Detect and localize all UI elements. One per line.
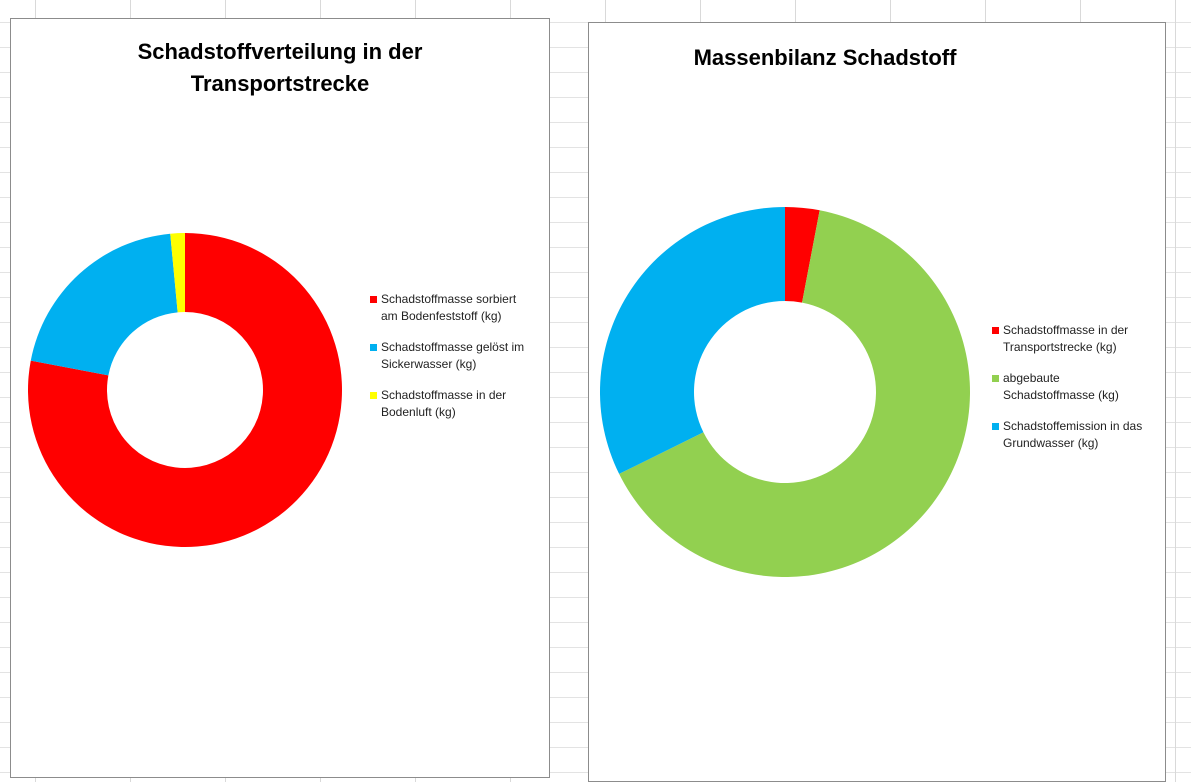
legend-item: Schadstoffmasse in der Transportstrecke … [992, 322, 1162, 356]
chart-title: Massenbilanz Schadstoff [693, 45, 957, 70]
legend-label: Schadstoffmasse in der Bodenluft (kg) [381, 388, 507, 419]
legend: Schadstoffmasse in der Transportstrecke … [992, 322, 1162, 452]
legend-swatch [370, 392, 377, 399]
legend: Schadstoffmasse sorbiert am Bodenfeststo… [370, 291, 540, 421]
donuts [27, 207, 970, 577]
legend-label: Schadstoffmasse in der Transportstrecke … [1003, 323, 1129, 354]
legend-label: abgebaute Schadstoffmasse (kg) [1003, 371, 1119, 402]
legend-swatch [370, 344, 377, 351]
legend-swatch [992, 327, 999, 334]
legend-label: Schadstoffmasse sorbiert am Bodenfeststo… [381, 292, 517, 323]
legend-item: Schadstoffmasse gelöst im Sickerwasser (… [370, 339, 540, 373]
donut-slice [30, 233, 178, 376]
donut-slice [619, 210, 970, 577]
donut-slice [599, 207, 785, 474]
donut-slice [27, 233, 342, 547]
chart-title: Schadstoffverteilung in der Transportstr… [137, 39, 423, 96]
donut-slice [170, 233, 185, 313]
legend-item: Schadstoffmasse sorbiert am Bodenfeststo… [370, 291, 540, 325]
legend-swatch [992, 375, 999, 382]
legend-label: Schadstoffemission in das Grundwasser (k… [1003, 419, 1143, 450]
donut-slice [785, 207, 820, 303]
legend-item: Schadstoffemission in das Grundwasser (k… [992, 418, 1162, 452]
legend-label: Schadstoffmasse gelöst im Sickerwasser (… [381, 340, 525, 371]
legend-swatch [992, 423, 999, 430]
legend-swatch [370, 296, 377, 303]
legend-item: Schadstoffmasse in der Bodenluft (kg) [370, 387, 540, 421]
legend-item: abgebaute Schadstoffmasse (kg) [992, 370, 1162, 404]
